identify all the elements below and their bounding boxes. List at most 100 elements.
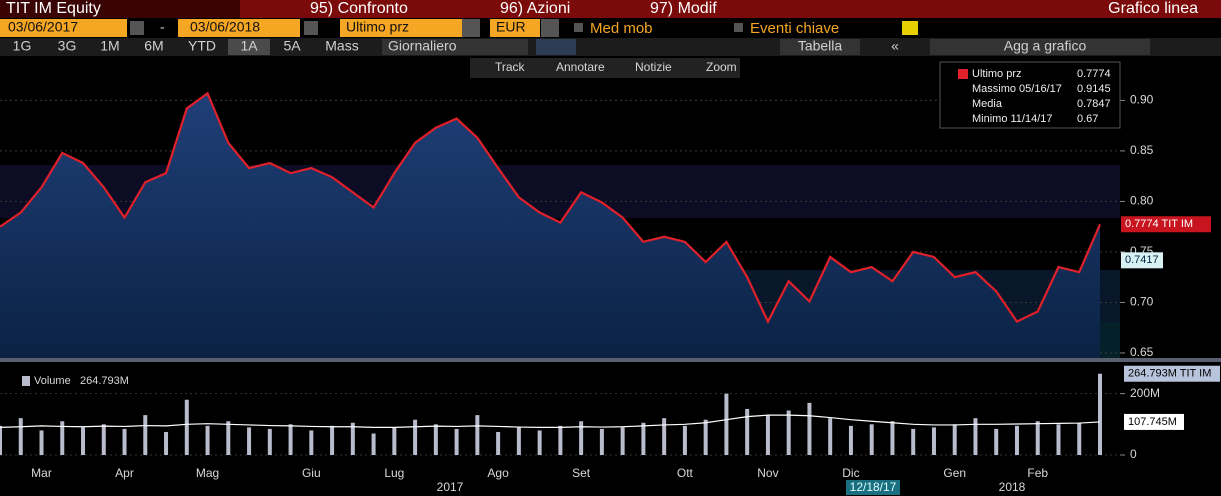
- frequency[interactable]: Giornaliero: [388, 38, 457, 54]
- volume-bar: [454, 428, 459, 455]
- ticker[interactable]: TIT IM Equity: [6, 0, 101, 17]
- value-callout-label: 0.7774 TIT IM: [1125, 218, 1193, 230]
- volume-bar: [101, 424, 106, 455]
- checkbox[interactable]: [574, 23, 583, 32]
- dropdown[interactable]: [541, 19, 559, 37]
- menu-modify[interactable]: 97) Modif: [650, 0, 717, 17]
- add-to-chart[interactable]: Agg a grafico: [1004, 38, 1087, 54]
- legend-name: Ultimo prz: [972, 68, 1022, 80]
- x-tick-label: Giu: [302, 466, 321, 480]
- legend-name: Minimo 11/14/17: [972, 113, 1053, 125]
- currency[interactable]: EUR: [496, 19, 526, 35]
- volume-bar: [0, 425, 2, 455]
- volume-bar: [350, 422, 355, 455]
- legend-swatch: [958, 69, 968, 79]
- volume-bar: [911, 428, 916, 455]
- volume-bar: [18, 418, 23, 455]
- collapse[interactable]: «: [891, 38, 899, 54]
- tool-news[interactable]: Notizie: [635, 60, 672, 74]
- end-date[interactable]: 03/06/2018: [190, 19, 260, 35]
- period-button[interactable]: Mass: [325, 38, 358, 54]
- legend-name-bg: [970, 112, 1072, 126]
- volume-bar: [330, 425, 335, 455]
- volume-bar: [392, 427, 397, 455]
- value-callout-label: 0.7417: [1125, 254, 1159, 266]
- field-box[interactable]: [340, 19, 462, 37]
- checkbox[interactable]: [734, 23, 743, 32]
- value-callout-label: 107.745M: [1128, 416, 1177, 428]
- period-button[interactable]: 1A: [240, 38, 258, 54]
- y-tick-label: 0.90: [1130, 93, 1154, 107]
- table[interactable]: Tabella: [798, 38, 843, 54]
- moving-avg-toggle[interactable]: Med mob: [590, 20, 653, 37]
- calendar-icon[interactable]: [130, 21, 144, 35]
- legend-value: 0.67: [1077, 113, 1098, 125]
- calendar-icon[interactable]: [304, 21, 318, 35]
- line-icon[interactable]: [536, 39, 576, 55]
- y-tick-label: 0.65: [1130, 345, 1154, 359]
- menu-actions[interactable]: 96) Azioni: [500, 0, 570, 17]
- info-icon[interactable]: [902, 21, 918, 35]
- tool-zoom[interactable]: Zoom: [706, 60, 737, 74]
- ticker-cell: [0, 0, 240, 18]
- legend-name-bg: [970, 67, 1072, 81]
- volume-bar: [869, 424, 874, 455]
- period-button[interactable]: 1M: [100, 38, 119, 54]
- volume-bar: [143, 415, 148, 455]
- period-active: [228, 39, 270, 55]
- dropdown[interactable]: [462, 19, 480, 37]
- x-tick-label: Ago: [487, 466, 509, 480]
- start-date[interactable]: 03/06/2017: [8, 19, 78, 35]
- period-button[interactable]: 1G: [13, 38, 32, 54]
- x-tick-label: Lug: [384, 466, 404, 480]
- volume-bar: [288, 424, 293, 455]
- x-tick-label: Nov: [757, 466, 778, 480]
- table-button[interactable]: [780, 39, 860, 55]
- period-button[interactable]: 6M: [144, 38, 163, 54]
- area: [0, 93, 1100, 358]
- volume-bar: [931, 427, 936, 455]
- tool-annotate[interactable]: Annotare: [556, 60, 605, 74]
- frequency-box[interactable]: [382, 39, 528, 55]
- chart-toolbar: [470, 58, 740, 78]
- period-button[interactable]: YTD: [188, 38, 216, 54]
- y-tick-label: 200M: [1130, 386, 1160, 400]
- moving-average-line: [0, 414, 1101, 428]
- volume-bar: [724, 393, 729, 455]
- volume-bar: [703, 419, 708, 455]
- volume-bar: [537, 430, 542, 455]
- year-label: 2017: [437, 480, 464, 494]
- legend-value: 264.793M: [80, 375, 129, 387]
- volume-bar: [1035, 421, 1040, 455]
- currency-box[interactable]: [490, 19, 540, 37]
- add-button[interactable]: [930, 39, 1150, 55]
- period-button[interactable]: 3G: [58, 38, 77, 54]
- field[interactable]: Ultimo prz: [346, 19, 409, 35]
- toolbar: [0, 38, 1221, 56]
- tool-track[interactable]: Track: [495, 60, 526, 74]
- value-callout: [1121, 216, 1211, 233]
- volume-bar: [745, 408, 750, 455]
- volume-bar: [558, 425, 563, 455]
- legend-name-bg: [970, 97, 1072, 111]
- panel-separator: [0, 358, 1221, 362]
- x-tick-label: Apr: [115, 466, 134, 480]
- value-callout-label: 264.793M TIT IM: [1128, 368, 1211, 380]
- volume-bar: [371, 433, 376, 455]
- year-label: 2018: [999, 480, 1026, 494]
- volume-bar: [60, 421, 65, 455]
- chart-kind[interactable]: Grafico linea: [1108, 0, 1198, 17]
- date-sep: -: [160, 19, 165, 35]
- x-tick-label: Ott: [677, 466, 694, 480]
- legend-swatch: [22, 376, 30, 386]
- volume-bar: [516, 427, 521, 455]
- key-events-toggle[interactable]: Eventi chiave: [750, 20, 839, 37]
- volume-bar: [413, 419, 418, 455]
- y-tick-label: 0.70: [1130, 295, 1154, 309]
- start-date-box[interactable]: [0, 19, 127, 37]
- menu-compare[interactable]: 95) Confronto: [310, 0, 408, 17]
- end-date-box[interactable]: [178, 19, 300, 37]
- volume-bar: [662, 418, 667, 455]
- period-button[interactable]: 5A: [283, 38, 301, 54]
